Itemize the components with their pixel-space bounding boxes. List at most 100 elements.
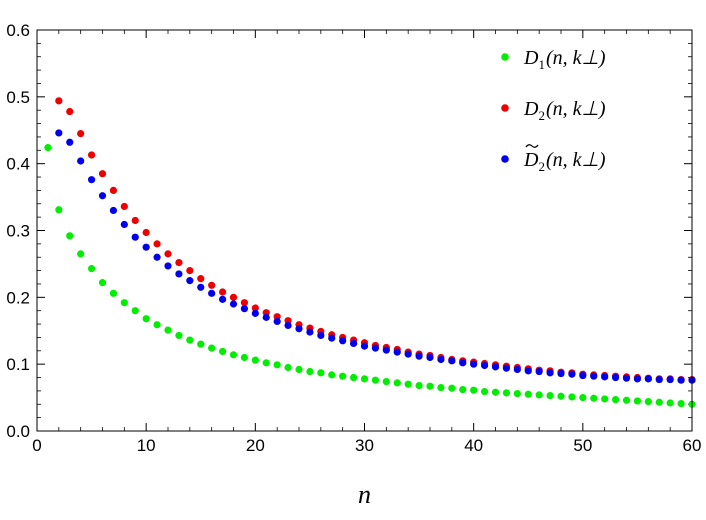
data-point [349, 339, 358, 348]
data-point [470, 360, 478, 368]
x-tick-label: 10 [137, 436, 156, 455]
data-point [371, 344, 380, 352]
data-point [109, 186, 118, 194]
x-tick-label: 0 [32, 436, 41, 455]
data-point [524, 390, 532, 398]
x-tick-label: 60 [683, 436, 702, 455]
data-point [328, 334, 336, 342]
data-point [426, 382, 434, 390]
data-point [197, 275, 205, 283]
x-tick-label: 20 [246, 436, 265, 455]
legend-subscript: 2 [538, 159, 545, 174]
data-point [666, 375, 674, 384]
data-point [437, 383, 445, 392]
data-point [98, 192, 107, 200]
data-point [480, 361, 489, 370]
data-point [546, 391, 554, 400]
legend-letter: D [523, 149, 539, 171]
data-point [371, 376, 380, 384]
legend-item: D2(n, k⊥) [501, 144, 606, 174]
legend-item: D1(n, k⊥) [501, 47, 606, 72]
data-point [284, 363, 292, 372]
data-point [448, 384, 456, 392]
x-axis-title: n [358, 480, 371, 509]
data-point [273, 361, 281, 369]
data-point [87, 176, 96, 184]
data-point [579, 371, 587, 380]
data-point [677, 399, 685, 408]
data-point [186, 267, 194, 275]
data-point [666, 399, 674, 407]
data-point [513, 365, 521, 374]
data-point [66, 232, 74, 240]
data-point [229, 293, 238, 301]
legend: D1(n, k⊥)D2(n, k⊥)D2(n, k⊥) [501, 47, 606, 174]
data-point [153, 321, 161, 329]
data-point [142, 228, 150, 237]
data-point [109, 206, 118, 215]
data-point [164, 250, 172, 258]
y-tick-label: 0.0 [6, 422, 30, 441]
y-tick-label: 0.5 [6, 88, 30, 107]
data-point [186, 336, 194, 344]
data-point [448, 357, 456, 365]
data-point [437, 355, 445, 364]
data-point [644, 375, 652, 383]
data-point [644, 397, 652, 406]
data-point [339, 337, 347, 345]
data-point [306, 328, 314, 336]
data-point [546, 369, 554, 377]
data-point [240, 353, 249, 362]
data-point [77, 129, 85, 138]
data-point [240, 299, 249, 307]
y-tick-label: 0.2 [6, 288, 30, 307]
data-point [218, 288, 227, 296]
data-point [164, 326, 172, 334]
data-point [55, 129, 63, 137]
data-point [77, 157, 85, 165]
data-point [131, 307, 139, 315]
x-tick-label: 50 [573, 436, 592, 455]
data-point [579, 393, 587, 402]
data-point [611, 373, 620, 382]
data-point [153, 240, 161, 248]
data-point [66, 107, 74, 116]
data-point [557, 369, 565, 378]
x-tick-label: 40 [464, 436, 483, 455]
data-point [611, 395, 620, 404]
data-point [153, 253, 161, 261]
data-point [502, 389, 511, 397]
y-tick-label: 0.1 [6, 355, 30, 374]
legend-letter: D [523, 47, 539, 69]
data-point [601, 373, 609, 381]
data-point [470, 386, 478, 394]
data-point [131, 233, 139, 241]
data-point [677, 376, 685, 384]
data-point [55, 97, 63, 105]
data-point [120, 202, 128, 211]
data-point [251, 304, 259, 312]
data-point [251, 309, 259, 317]
legend-marker [501, 104, 509, 112]
data-point [66, 138, 74, 146]
data-point [382, 346, 390, 354]
data-point [251, 356, 259, 364]
data-point [218, 295, 227, 303]
legend-label: D2(n, k⊥) [523, 98, 606, 123]
data-point [208, 344, 216, 352]
data-point [328, 371, 336, 379]
data-point [513, 389, 521, 398]
data-point [633, 375, 642, 383]
axis-ticks [36, 29, 693, 432]
legend-args: (n, k⊥) [546, 98, 606, 120]
data-point [208, 281, 216, 289]
data-point [262, 313, 270, 321]
data-point [142, 315, 150, 323]
data-point [601, 395, 609, 403]
data-point [404, 380, 412, 388]
legend-args: (n, k⊥) [546, 149, 606, 171]
data-point [535, 367, 543, 376]
legend-marker [501, 53, 509, 61]
tick-labels: 0 10 20 30 40 50 60 0.0 0.1 0.2 0.3 0.4 0.5 0.6 [6, 21, 701, 455]
